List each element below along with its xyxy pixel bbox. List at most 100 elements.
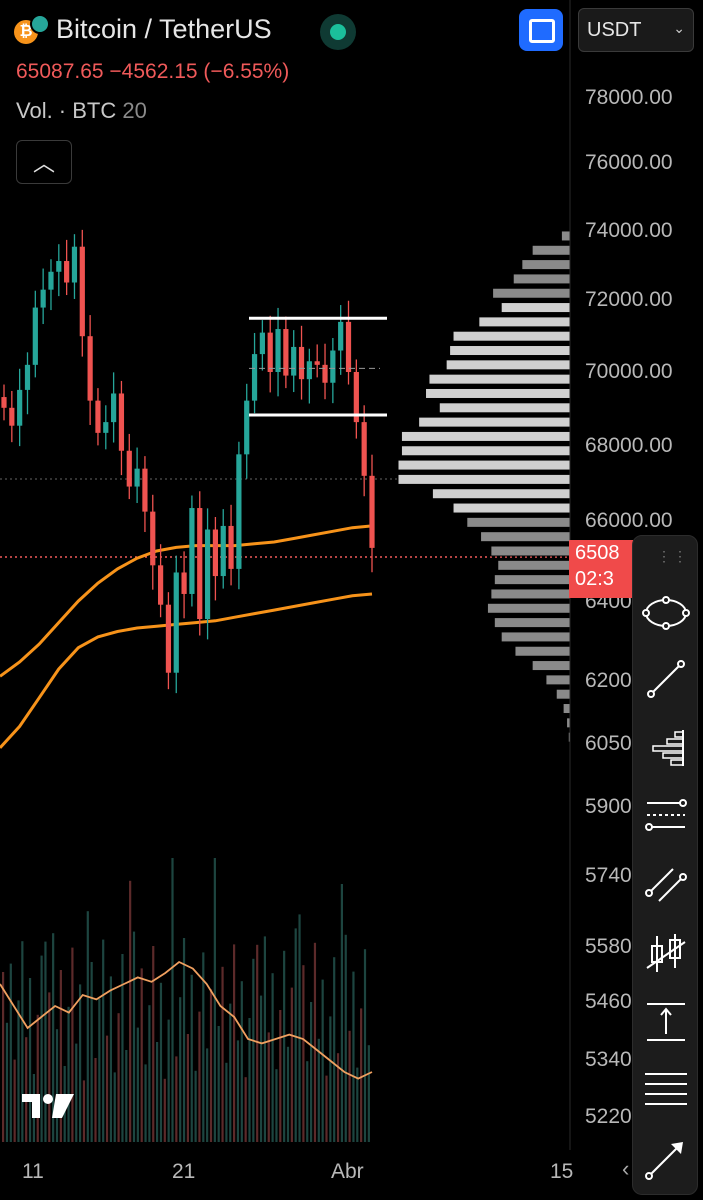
collapse-legend-button[interactable]: ︿	[16, 140, 72, 184]
volume-profile-bar	[438, 402, 571, 414]
candle-body	[56, 261, 62, 272]
candle-body	[1, 397, 7, 408]
volume-profile-bar	[492, 287, 571, 299]
volume-profile-bar	[431, 488, 571, 500]
candle-body	[181, 572, 187, 594]
volume-bar	[125, 1050, 128, 1142]
volume-bar	[144, 1064, 147, 1142]
volume-bar	[294, 928, 297, 1142]
volume-profile-bar	[500, 631, 571, 643]
price-range-icon[interactable]	[641, 996, 691, 1046]
volume-bar	[360, 1008, 363, 1142]
horizontal-lines-icon[interactable]	[641, 1064, 691, 1114]
volume-bar	[121, 954, 124, 1142]
volume-indicator-label[interactable]: Vol. · BTC 20	[16, 98, 147, 124]
candle-body	[338, 321, 344, 351]
volume-profile-bar	[445, 359, 571, 371]
volume-profile-bar	[521, 259, 571, 271]
volume-profile-bar	[452, 502, 571, 514]
volume-profile-bar	[500, 302, 571, 314]
candle-body	[48, 271, 54, 290]
volume-bar	[25, 1037, 28, 1142]
volume-bar	[86, 911, 89, 1142]
volume-profile-bar	[531, 660, 571, 672]
volume-bar	[182, 938, 186, 1142]
candle-body	[189, 508, 195, 594]
candle-body	[204, 529, 211, 620]
volume-profile-icon[interactable]	[641, 722, 691, 772]
price-axis-label: 5220	[585, 1105, 632, 1128]
scroll-left-icon[interactable]: ‹	[622, 1156, 630, 1181]
volume-bar	[17, 1000, 20, 1142]
candle-body	[236, 454, 242, 569]
volume-bar	[148, 1005, 151, 1142]
volume-bar	[175, 1056, 178, 1142]
fib-retracement-icon[interactable]	[641, 791, 691, 841]
volume-bar	[340, 884, 343, 1142]
long-short-position-icon[interactable]	[641, 928, 691, 978]
volume-bar	[286, 1046, 290, 1142]
volume-length: 20	[122, 98, 147, 123]
chevron-up-icon: ︿	[32, 151, 55, 176]
currency-select[interactable]: USDT ⌄	[578, 8, 694, 52]
volume-bar	[67, 1006, 70, 1142]
volume-profile-bar	[512, 273, 571, 285]
volume-bar	[2, 972, 5, 1142]
fullscreen-button[interactable]	[519, 9, 563, 51]
parallel-channel-icon[interactable]	[641, 859, 691, 909]
candle-body	[173, 572, 179, 673]
ellipse-icon[interactable]	[641, 588, 691, 638]
price-axis-label: 6200	[585, 669, 632, 692]
volume-bar	[317, 1038, 320, 1142]
candle-body	[353, 372, 359, 423]
volume-profile-bar	[400, 430, 571, 442]
arrow-icon[interactable]	[641, 1134, 691, 1184]
candle-body	[79, 246, 85, 337]
volume-profile-bar	[466, 516, 571, 528]
volume-bar	[194, 1070, 197, 1142]
price-axis-label: 5580	[585, 935, 632, 958]
volume-bar	[344, 934, 347, 1142]
date-axis-label: 21	[172, 1160, 196, 1183]
volume-bar	[356, 1067, 359, 1142]
chevron-down-icon: ⌄	[673, 20, 685, 36]
price-axis-label: 66000.00	[585, 509, 673, 532]
candle-body	[314, 361, 320, 365]
volume-bar	[244, 1077, 247, 1142]
volume-bar	[152, 946, 155, 1142]
trend-line-icon[interactable]	[641, 654, 691, 704]
volume-bar	[225, 1062, 228, 1142]
volume-bar	[333, 957, 336, 1142]
date-axis-label: 15	[550, 1160, 574, 1183]
volume-profile-bar	[425, 387, 571, 399]
volume-profile-bar	[452, 330, 571, 342]
candle-body	[150, 511, 156, 566]
volume-bar	[179, 997, 182, 1142]
volume-profile-bar	[562, 703, 571, 715]
volume-bar	[113, 1072, 116, 1142]
pair-title[interactable]: Bitcoin / TetherUS	[56, 14, 272, 44]
volume-bar	[48, 992, 51, 1142]
moving-average-long-line	[0, 592, 373, 749]
drag-handle-icon[interactable]: ⋮⋮	[657, 548, 689, 564]
currency-select-value: USDT	[587, 18, 642, 41]
volume-profile-bar	[493, 574, 571, 586]
volume-bar	[240, 981, 243, 1142]
volume-profile-bar	[490, 588, 571, 600]
volume-profile-bar	[560, 230, 571, 242]
volume-bar	[163, 1078, 166, 1142]
price-axis-label: 68000.00	[585, 434, 673, 457]
volume-bar	[221, 966, 224, 1142]
price-axis-label: 5900	[585, 795, 632, 818]
volume-bar	[348, 1030, 351, 1142]
volume-profile-bar	[478, 316, 571, 328]
tether-badge-icon	[30, 14, 50, 34]
volume-bar	[71, 947, 74, 1142]
volume-ma-line	[0, 960, 373, 1080]
volume-profile-bar	[397, 473, 571, 485]
volume-bar	[310, 1002, 313, 1142]
candle-body	[291, 346, 297, 376]
volume-bar	[271, 973, 274, 1142]
tradingview-logo-icon[interactable]	[20, 1088, 76, 1124]
